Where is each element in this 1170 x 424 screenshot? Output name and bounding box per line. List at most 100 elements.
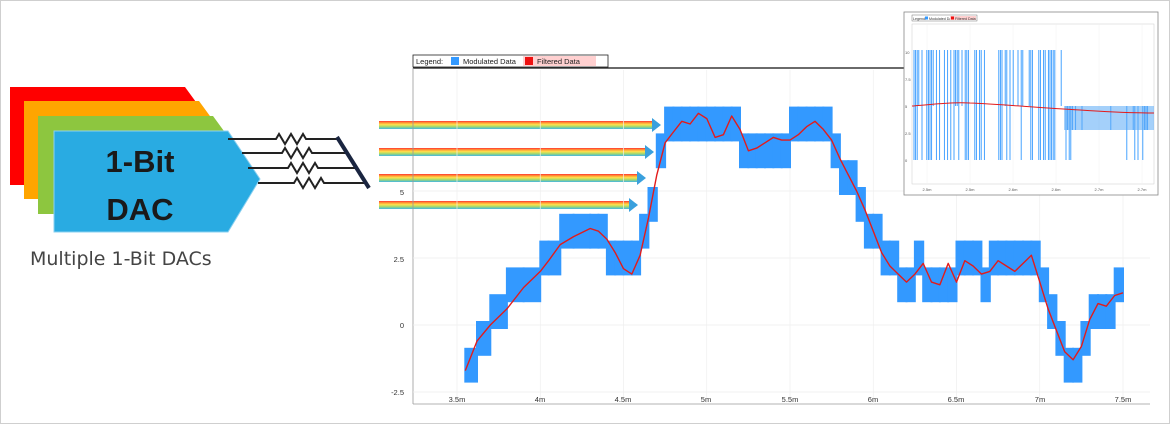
signal-arrows xyxy=(379,118,661,212)
dac-stack: 1-Bit DAC xyxy=(10,87,261,233)
inset-y-tick: 10 xyxy=(905,50,910,55)
modulated-block xyxy=(897,267,908,303)
modulated-block xyxy=(639,213,650,249)
x-tick-label: 4m xyxy=(535,395,545,404)
modulated-block xyxy=(972,240,983,276)
arrow-2 xyxy=(379,145,654,159)
y-tick-label: 5 xyxy=(400,188,404,197)
modulated-block xyxy=(963,240,975,276)
inset-legend-filtered: Filtered Data xyxy=(955,17,976,21)
modulated-block xyxy=(922,267,933,303)
main-chart: 3.5m 4m 4.5m 5m 5.5m 6m 6.5m 7m 7.5m -2.… xyxy=(391,54,1150,405)
modulated-block xyxy=(1005,240,1016,276)
modulated-block xyxy=(1080,321,1091,356)
inset-x-tick: 2.7m xyxy=(1138,187,1148,192)
modulated-block xyxy=(664,106,675,142)
modulated-block xyxy=(572,213,592,249)
y-tick-label: 0 xyxy=(400,321,404,330)
legend-label-modulated: Modulated Data xyxy=(463,57,517,66)
modulated-block xyxy=(1038,267,1050,303)
chart-legend: Legend: Modulated Data Filtered Data xyxy=(412,54,609,68)
modulated-block xyxy=(1047,294,1058,329)
inset-x-tick: 2.7m xyxy=(1095,187,1105,192)
modulated-block xyxy=(464,347,478,383)
resistor-4 xyxy=(258,176,364,190)
legend-swatch-modulated xyxy=(451,57,459,65)
modulated-block xyxy=(547,240,562,276)
modulated-block xyxy=(955,240,966,276)
resistor-1 xyxy=(228,132,340,146)
summing-node xyxy=(335,135,371,190)
modulated-block xyxy=(680,106,692,142)
modulated-block xyxy=(780,133,791,169)
filtered-data-line xyxy=(464,112,1124,371)
inset-chart: Legend: Modulated Data Filtered Data 10 … xyxy=(903,11,1159,196)
x-tick-label: 5.5m xyxy=(782,395,799,404)
modulated-block xyxy=(947,267,958,303)
arrow-1 xyxy=(379,118,661,132)
modulated-block xyxy=(872,213,883,249)
inset-x-tick: 2.5m xyxy=(966,187,976,192)
inset-filtered-line xyxy=(911,102,1155,114)
modulated-block xyxy=(930,267,941,303)
modulated-block xyxy=(747,133,758,169)
modulated-block xyxy=(505,267,525,303)
modulated-block xyxy=(672,106,683,142)
modulated-block xyxy=(559,213,575,249)
modulated-block xyxy=(697,106,708,142)
resistor-2 xyxy=(242,146,348,160)
resistor-3 xyxy=(248,161,356,175)
modulated-block xyxy=(1113,267,1124,303)
dac-title-line1: 1-Bit xyxy=(106,144,175,179)
modulated-block xyxy=(997,240,1008,276)
modulated-block xyxy=(597,213,608,249)
x-tick-labels: 3.5m 4m 4.5m 5m 5.5m 6m 6.5m 7m 7.5m xyxy=(449,395,1132,404)
modulated-block xyxy=(855,187,866,222)
modulated-block xyxy=(988,240,1000,276)
modulated-block xyxy=(1030,240,1041,276)
arrow-3 xyxy=(379,171,646,185)
modulated-block xyxy=(1105,294,1116,329)
x-tick-label: 5m xyxy=(701,395,711,404)
legend-swatch-filtered xyxy=(525,57,533,65)
modulated-block xyxy=(839,160,850,195)
inset-x-tick: 2.6m xyxy=(1009,187,1019,192)
modulated-block xyxy=(764,133,775,169)
modulated-block xyxy=(739,133,750,169)
inset-x-tick: 2.5m xyxy=(923,187,933,192)
modulated-block xyxy=(772,133,783,169)
modulated-block xyxy=(1055,321,1066,356)
modulated-block xyxy=(630,240,642,276)
modulated-data-series xyxy=(464,106,1124,383)
dac-card-blue xyxy=(53,130,261,233)
modulated-block xyxy=(814,106,825,142)
modulated-block xyxy=(913,240,925,276)
dac-caption: Multiple 1-Bit DACs xyxy=(30,248,212,270)
modulated-block xyxy=(755,133,766,169)
resistor-network xyxy=(228,132,371,190)
inset-y-tick: 5 xyxy=(905,104,908,109)
inset-y-ticks: 10 7.5 5 2.5 0 xyxy=(905,50,911,163)
modulated-block xyxy=(905,267,916,303)
x-tick-label: 6m xyxy=(868,395,878,404)
modulated-block xyxy=(888,240,900,276)
modulated-block xyxy=(1022,240,1033,276)
modulated-block xyxy=(605,240,617,276)
inset-x-tick: 2.6m xyxy=(1052,187,1062,192)
inset-y-tick: 2.5 xyxy=(905,131,911,136)
modulated-block xyxy=(789,106,800,142)
x-tick-label: 4.5m xyxy=(615,395,632,404)
modulated-block xyxy=(589,213,600,249)
modulated-block xyxy=(522,267,542,303)
x-tick-label: 3.5m xyxy=(449,395,466,404)
modulated-block xyxy=(655,133,667,169)
modulated-block xyxy=(489,294,508,329)
y-tick-label: -2.5 xyxy=(391,388,404,397)
modulated-block xyxy=(689,106,700,142)
modulated-block xyxy=(539,240,550,276)
inset-legend: Legend: Modulated Data Filtered Data xyxy=(911,14,978,22)
modulated-block xyxy=(1013,240,1025,276)
x-tick-label: 6.5m xyxy=(948,395,965,404)
modulated-block xyxy=(476,321,492,356)
